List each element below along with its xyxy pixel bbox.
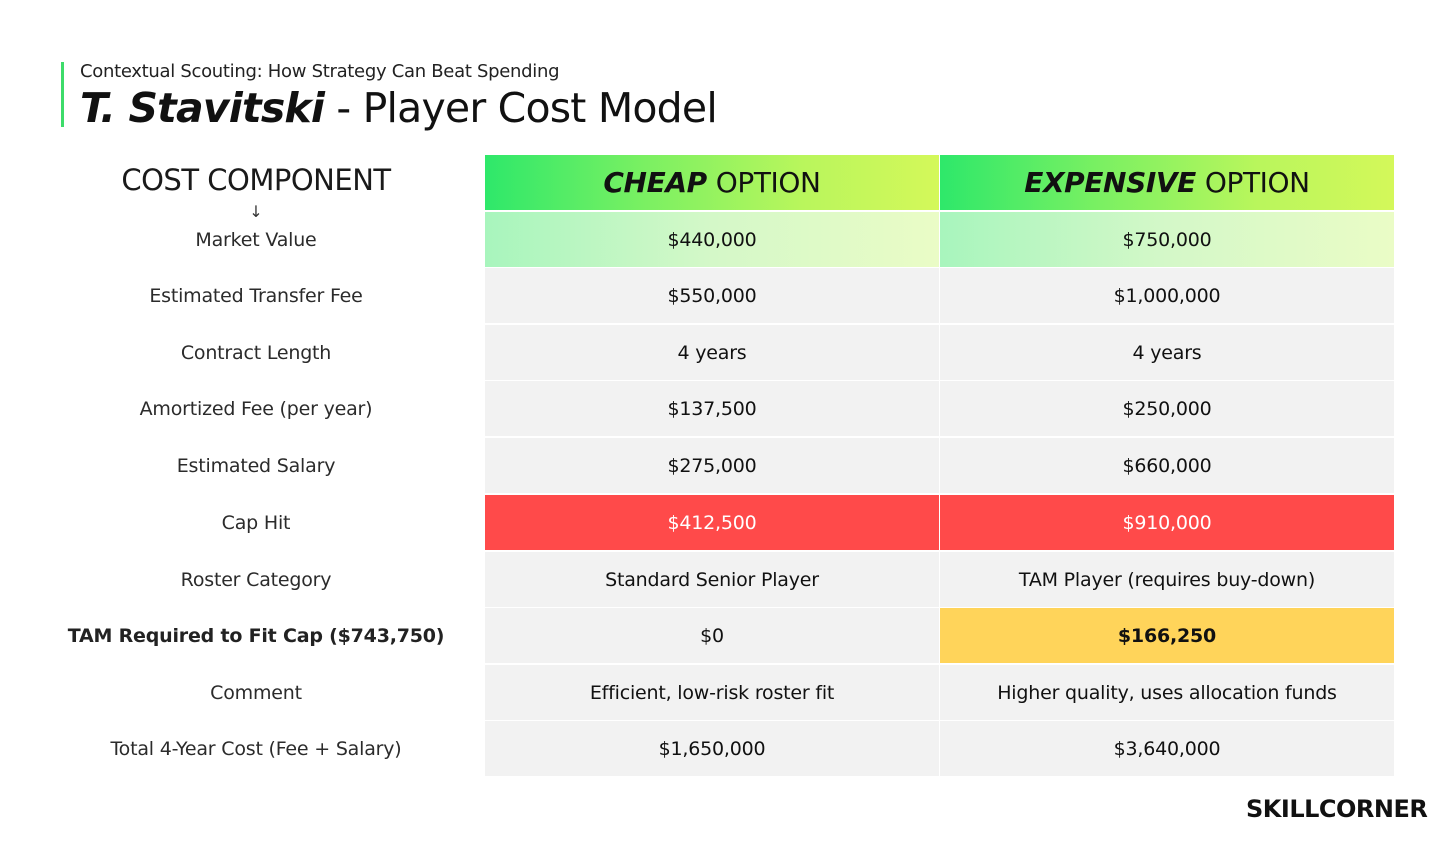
expensive-value: TAM Player (requires buy-down) — [940, 552, 1394, 607]
expensive-value: $910,000 — [940, 495, 1394, 550]
cheap-value: 4 years — [485, 325, 939, 380]
table-row: Estimated Transfer Fee $550,000 $1,000,0… — [0, 268, 1456, 324]
page-subtitle: Contextual Scouting: How Strategy Can Be… — [80, 61, 560, 82]
player-name: T. Stavitski — [80, 84, 325, 132]
skillcorner-logo: SKILLCORNER — [1246, 795, 1428, 823]
expensive-value: $660,000 — [940, 438, 1394, 493]
cheap-header-emphasis: CHEAP — [603, 166, 707, 199]
cheap-option-header: CHEAP OPTION — [485, 155, 939, 210]
row-label: Estimated Transfer Fee — [149, 285, 363, 307]
table-row: Market Value $440,000 $750,000 — [0, 212, 1456, 268]
title-accent-bar — [61, 62, 64, 127]
page-title: T. Stavitski - Player Cost Model — [80, 84, 718, 132]
row-label: Cap Hit — [221, 512, 291, 534]
expensive-value: $3,640,000 — [940, 721, 1394, 776]
cheap-value: Standard Senior Player — [485, 552, 939, 607]
expensive-value: $166,250 — [940, 608, 1394, 663]
cheap-value: $550,000 — [485, 268, 939, 323]
title-suffix: - Player Cost Model — [324, 84, 717, 132]
cheap-value: $137,500 — [485, 381, 939, 436]
table-row: Roster Category Standard Senior Player T… — [0, 552, 1456, 608]
row-label: Estimated Salary — [176, 455, 336, 477]
cost-component-header: COST COMPONENT — [121, 163, 391, 197]
cheap-value: Efficient, low-risk roster fit — [485, 665, 939, 720]
expensive-header-rest: OPTION — [1204, 166, 1310, 199]
row-label: Contract Length — [180, 342, 332, 364]
row-label: Total 4-Year Cost (Fee + Salary) — [110, 738, 402, 760]
cheap-value: $412,500 — [485, 495, 939, 550]
expensive-value: 4 years — [940, 325, 1394, 380]
row-label: TAM Required to Fit Cap ($743,750) — [67, 625, 445, 647]
cheap-value: $1,650,000 — [485, 721, 939, 776]
row-label: Market Value — [195, 229, 317, 251]
expensive-value: Higher quality, uses allocation funds — [940, 665, 1394, 720]
expensive-value: $1,000,000 — [940, 268, 1394, 323]
expensive-header-emphasis: EXPENSIVE — [1024, 166, 1196, 199]
row-label: Roster Category — [180, 569, 332, 591]
table-row: Contract Length 4 years 4 years — [0, 325, 1456, 381]
cheap-header-rest: OPTION — [715, 166, 821, 199]
table-row: Cap Hit $412,500 $910,000 — [0, 495, 1456, 551]
row-label: Comment — [210, 682, 302, 704]
table-row: Comment Efficient, low-risk roster fit H… — [0, 665, 1456, 721]
table-row: Amortized Fee (per year) $137,500 $250,0… — [0, 381, 1456, 437]
expensive-option-header: EXPENSIVE OPTION — [940, 155, 1394, 210]
row-label: Amortized Fee (per year) — [139, 398, 373, 420]
table-row: TAM Required to Fit Cap ($743,750) $0 $1… — [0, 608, 1456, 664]
expensive-value: $250,000 — [940, 381, 1394, 436]
table-row: Total 4-Year Cost (Fee + Salary) $1,650,… — [0, 721, 1456, 777]
table-header-row: COST COMPONENT ↓ CHEAP OPTION EXPENSIVE … — [0, 155, 1456, 221]
cheap-value: $0 — [485, 608, 939, 663]
table-row: Estimated Salary $275,000 $660,000 — [0, 438, 1456, 494]
down-arrow-icon: ↓ — [249, 202, 263, 221]
cheap-value: $440,000 — [485, 212, 939, 267]
expensive-value: $750,000 — [940, 212, 1394, 267]
cheap-value: $275,000 — [485, 438, 939, 493]
